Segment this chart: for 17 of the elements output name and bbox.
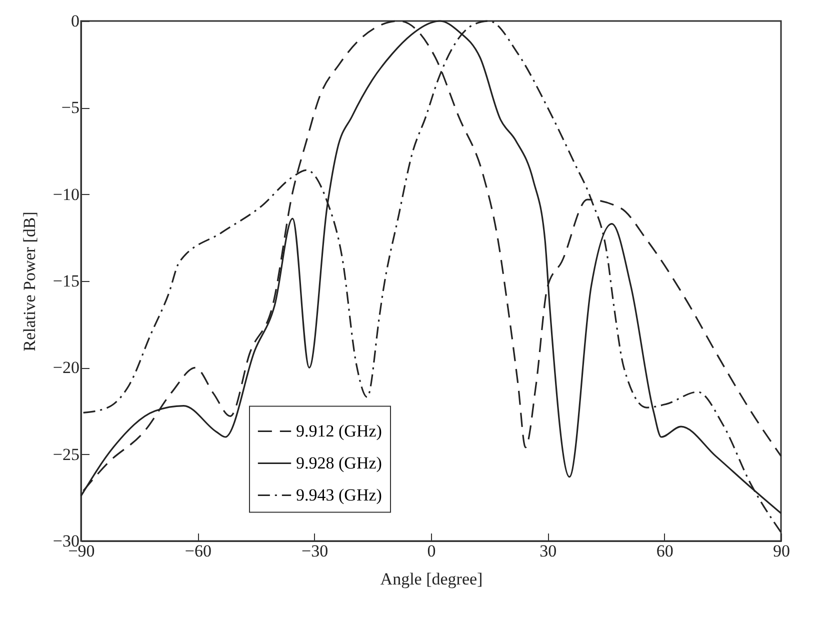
- y-tick-label: −20: [52, 358, 80, 378]
- x-tick-label: 0: [427, 542, 436, 560]
- legend-label: 9.912 (GHz): [296, 421, 382, 440]
- x-tick-label: 90: [773, 542, 790, 560]
- y-tick-label: 0: [71, 12, 80, 30]
- y-tick-label: −10: [52, 184, 80, 204]
- y-tick-label: −15: [52, 272, 80, 290]
- x-tick-label: 60: [656, 542, 674, 560]
- x-tick-label: 30: [540, 542, 557, 560]
- legend-label: 9.943 (GHz): [296, 485, 382, 504]
- x-axis-title: Angle [degree]: [380, 570, 483, 588]
- x-tick-label: −30: [302, 542, 328, 560]
- y-tick-label: −5: [61, 98, 80, 118]
- y-axis-title: Relative Power [dB]: [20, 212, 39, 352]
- legend-label: 9.928 (GHz): [296, 453, 382, 472]
- x-tick-label: −60: [184, 542, 212, 560]
- y-tick-label: −25: [52, 444, 80, 464]
